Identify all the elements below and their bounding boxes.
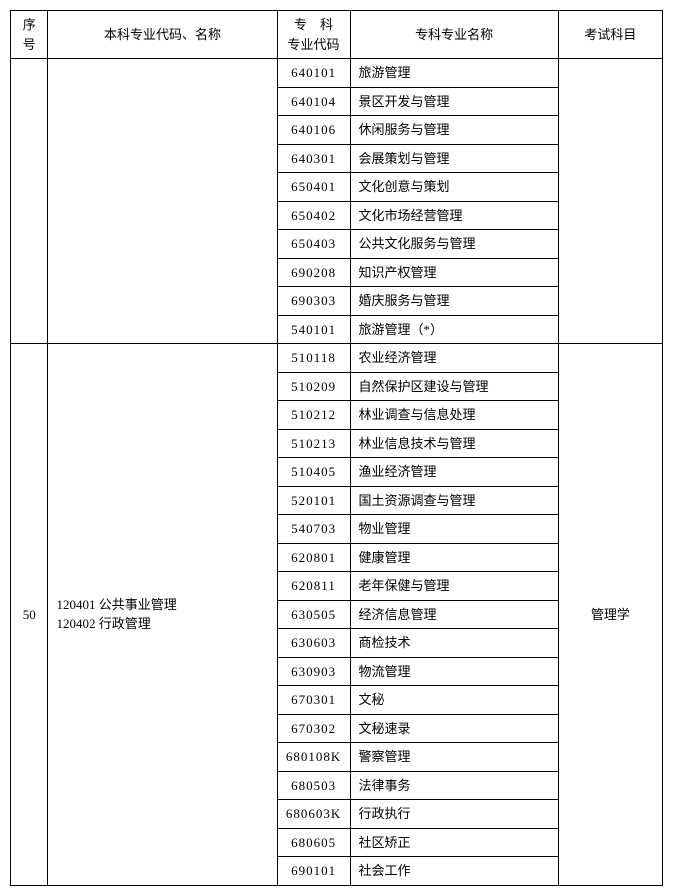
- cell-zk-name: 会展策划与管理: [350, 144, 558, 173]
- cell-zk-name: 文秘速录: [350, 714, 558, 743]
- cell-zk-code: 670301: [277, 686, 350, 715]
- cell-zk-code: 620811: [277, 572, 350, 601]
- cell-zk-name: 景区开发与管理: [350, 87, 558, 116]
- hdr-seq: 序号: [11, 11, 48, 59]
- cell-zk-code: 690208: [277, 258, 350, 287]
- cell-zk-code: 690101: [277, 857, 350, 886]
- cell-zk-name: 知识产权管理: [350, 258, 558, 287]
- cell-zk-code: 620801: [277, 543, 350, 572]
- cell-zk-code: 510209: [277, 372, 350, 401]
- hdr-zkm: 专科专业名称: [350, 11, 558, 59]
- cell-zk-code: 540101: [277, 315, 350, 344]
- cell-zk-code: 510212: [277, 401, 350, 430]
- cell-zk-code: 650402: [277, 201, 350, 230]
- cell-zk-name: 文化市场经营管理: [350, 201, 558, 230]
- cell-zk-code: 510118: [277, 344, 350, 373]
- cell-exam: [558, 59, 662, 344]
- cell-zk-name: 健康管理: [350, 543, 558, 572]
- cell-zk-name: 自然保护区建设与管理: [350, 372, 558, 401]
- cell-zk-name: 旅游管理（*）: [350, 315, 558, 344]
- cell-zk-name: 老年保健与管理: [350, 572, 558, 601]
- cell-zk-code: 650403: [277, 230, 350, 259]
- cell-seq: [11, 59, 48, 344]
- major-table: 序号 本科专业代码、名称 专 科 专业代码 专科专业名称 考试科目 640101…: [10, 10, 663, 886]
- cell-zk-name: 婚庆服务与管理: [350, 287, 558, 316]
- table-row: 640101旅游管理: [11, 59, 663, 88]
- cell-zk-code: 680108K: [277, 743, 350, 772]
- cell-zk-name: 物流管理: [350, 657, 558, 686]
- cell-zk-code: 630505: [277, 600, 350, 629]
- cell-zk-name: 渔业经济管理: [350, 458, 558, 487]
- cell-zk-code: 510213: [277, 429, 350, 458]
- cell-bk: 120401 公共事业管理 120402 行政管理: [48, 344, 277, 886]
- cell-zk-name: 商检技术: [350, 629, 558, 658]
- table-body: 640101旅游管理640104景区开发与管理640106休闲服务与管理6403…: [11, 59, 663, 886]
- cell-zk-code: 640104: [277, 87, 350, 116]
- cell-zk-name: 国土资源调查与管理: [350, 486, 558, 515]
- cell-zk-name: 公共文化服务与管理: [350, 230, 558, 259]
- cell-zk-name: 林业信息技术与管理: [350, 429, 558, 458]
- cell-zk-code: 510405: [277, 458, 350, 487]
- cell-zk-code: 650401: [277, 173, 350, 202]
- cell-zk-name: 文秘: [350, 686, 558, 715]
- cell-zk-name: 行政执行: [350, 800, 558, 829]
- cell-zk-code: 680605: [277, 828, 350, 857]
- cell-zk-code: 670302: [277, 714, 350, 743]
- cell-zk-name: 法律事务: [350, 771, 558, 800]
- hdr-exam: 考试科目: [558, 11, 662, 59]
- cell-zk-name: 社会工作: [350, 857, 558, 886]
- cell-seq: 50: [11, 344, 48, 886]
- cell-bk: [48, 59, 277, 344]
- hdr-bk: 本科专业代码、名称: [48, 11, 277, 59]
- cell-zk-code: 630603: [277, 629, 350, 658]
- cell-zk-code: 540703: [277, 515, 350, 544]
- cell-zk-name: 经济信息管理: [350, 600, 558, 629]
- cell-exam: 管理学: [558, 344, 662, 886]
- table-header-row: 序号 本科专业代码、名称 专 科 专业代码 专科专业名称 考试科目: [11, 11, 663, 59]
- cell-zk-code: 640106: [277, 116, 350, 145]
- cell-zk-name: 社区矫正: [350, 828, 558, 857]
- cell-zk-code: 680603K: [277, 800, 350, 829]
- table-row: 50120401 公共事业管理 120402 行政管理510118农业经济管理管…: [11, 344, 663, 373]
- cell-zk-code: 690303: [277, 287, 350, 316]
- cell-zk-code: 640301: [277, 144, 350, 173]
- cell-zk-code: 630903: [277, 657, 350, 686]
- cell-zk-name: 文化创意与策划: [350, 173, 558, 202]
- cell-zk-name: 旅游管理: [350, 59, 558, 88]
- cell-zk-code: 520101: [277, 486, 350, 515]
- cell-zk-name: 警察管理: [350, 743, 558, 772]
- hdr-zkc: 专 科 专业代码: [277, 11, 350, 59]
- cell-zk-name: 物业管理: [350, 515, 558, 544]
- cell-zk-code: 640101: [277, 59, 350, 88]
- cell-zk-code: 680503: [277, 771, 350, 800]
- cell-zk-name: 休闲服务与管理: [350, 116, 558, 145]
- cell-zk-name: 农业经济管理: [350, 344, 558, 373]
- cell-zk-name: 林业调查与信息处理: [350, 401, 558, 430]
